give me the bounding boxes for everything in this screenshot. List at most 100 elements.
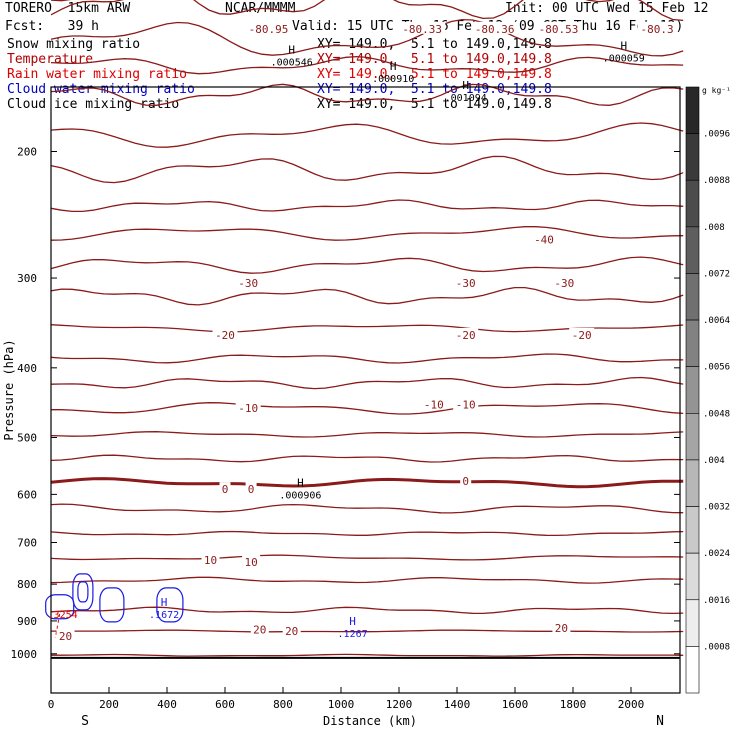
contour-label-bg — [245, 482, 257, 495]
plot-frame — [50, 86, 681, 694]
maximum-value-label: .1672 — [149, 610, 179, 621]
contour-label-bg — [569, 327, 595, 340]
temperature-contour-label: -30 — [456, 277, 476, 290]
temperature-contour-label: -10 — [456, 399, 476, 412]
y-tick-label: 900 — [17, 615, 37, 628]
temperature-contour-line — [50, 606, 684, 615]
contour-label-bg — [460, 474, 472, 487]
contour-label-bg — [453, 327, 479, 340]
colorbar-segment — [685, 459, 700, 507]
temperature-contour-label: -80.36 — [475, 23, 515, 36]
colorbar-segment — [685, 552, 700, 601]
colorbar-tick-label: .0024 — [703, 549, 730, 559]
maximum-value-label: .000546 — [271, 58, 313, 69]
temperature-contour-label: -10 — [424, 399, 444, 412]
x-tick-label: 1400 — [444, 698, 471, 711]
x-tick-label: 2000 — [618, 698, 645, 711]
contour-label-bg — [399, 21, 446, 34]
maximum-marker: H — [620, 40, 627, 53]
temperature-contour-label: -80.53 — [539, 23, 579, 36]
y-tick-label: 400 — [17, 362, 37, 375]
temperature-contour-label: -30 — [238, 277, 258, 290]
legend-rain-label: Rain water mixing ratio — [7, 67, 188, 82]
contour-label-bg — [637, 21, 677, 34]
contour-label-bg — [282, 624, 301, 637]
colorbar-tick-label: .0008 — [703, 642, 730, 652]
contour-label-bg — [551, 276, 577, 289]
cloud-water-contour — [45, 594, 75, 620]
colorbar-tick-label: .004 — [703, 456, 725, 466]
colorbar-segment — [685, 226, 700, 274]
colorbar-segment — [685, 179, 700, 228]
temperature-contour-label: 0 — [248, 483, 255, 496]
colorbar-tick-label: .0032 — [703, 503, 730, 513]
x-tick-label: 1200 — [386, 698, 413, 711]
temperature-contour-label: 0 — [462, 475, 469, 488]
x-tick-label: 200 — [99, 698, 119, 711]
forecast-hour: Fcst: 39 h — [5, 19, 99, 34]
contour-label-bg — [535, 21, 582, 34]
temperature-contour-line — [50, 256, 684, 274]
temperature-contour-label: -30 — [554, 277, 574, 290]
temperature-contour-label: 20 — [285, 625, 298, 638]
colorbar-tick-label: .0064 — [703, 316, 730, 326]
legend-snow-label: Snow mixing ratio — [7, 37, 141, 52]
colorbar-segment — [685, 366, 700, 414]
colorbar-tick-label: .0048 — [703, 409, 730, 419]
contour-label-bg — [531, 232, 557, 245]
temperature-contour-line — [50, 376, 684, 390]
contour-label-bg — [242, 554, 261, 567]
temperature-contour-line — [50, 18, 684, 57]
colorbar-tick-label: .0088 — [703, 176, 730, 186]
contour-label-bg — [421, 397, 447, 410]
temperature-contour-line — [50, 431, 684, 438]
cloud-water-contour — [77, 581, 89, 603]
x-tick-label: 600 — [215, 698, 235, 711]
contour-label-bg — [56, 629, 75, 642]
temperature-contour-label: -20 — [572, 329, 592, 342]
temperature-contour-line — [50, 576, 684, 584]
temperature-contour-line — [50, 554, 684, 561]
temperature-contour-line — [50, 83, 684, 106]
colorbar-segment — [685, 506, 700, 554]
colorbar-tick-label: .0016 — [703, 596, 730, 606]
x-tick-label: 800 — [273, 698, 293, 711]
contour-label-bg — [212, 327, 238, 340]
cloud-water-contour — [72, 573, 94, 611]
maximum-marker: H — [349, 615, 356, 628]
model-title: TORERO 15km ARW — [5, 1, 131, 16]
maximum-value-label: .000059 — [603, 54, 645, 65]
x-end-label-south: S — [81, 714, 89, 729]
temperature-contour-line — [50, 503, 684, 514]
temperature-contour-label: -20 — [215, 329, 235, 342]
colorbar-tick-label: .008 — [703, 223, 725, 233]
temperature-contour-line — [50, 454, 684, 463]
temperature-contour-label: 20 — [253, 623, 266, 636]
colorbar-tick-label: .0072 — [703, 269, 730, 279]
temperature-contour-line — [50, 155, 684, 184]
rain-water-contour — [54, 613, 61, 638]
temperature-contour-label: 20 — [555, 622, 568, 635]
colorbar-segment — [685, 413, 700, 461]
legend-snow-xy: XY= 149.0, 5.1 to 149.0,149.8 — [317, 37, 552, 52]
cloud-water-contour — [99, 587, 125, 623]
contour-label-bg — [471, 21, 518, 34]
contour-label-bg — [245, 21, 292, 34]
contour-label-bg — [552, 620, 571, 633]
colorbar-segment — [685, 86, 700, 134]
contour-label-bg — [250, 622, 269, 635]
temperature-contour-line — [50, 55, 684, 75]
init-time: Init: 00 UTC Wed 15 Feb 12 — [505, 1, 709, 16]
maximum-value-label: .001094 — [445, 93, 487, 104]
x-end-label-north: N — [656, 714, 664, 729]
colorbar-segment — [685, 273, 700, 321]
y-tick-label: 700 — [17, 536, 37, 549]
maximum-marker: H — [161, 596, 168, 609]
maximum-marker: H — [462, 79, 469, 92]
y-tick-label: 200 — [17, 146, 37, 159]
temperature-contour-label: -20 — [456, 329, 476, 342]
temperature-contour-line — [50, 530, 684, 537]
cloud-water-contour — [156, 587, 184, 623]
temperature-contour-label: -80.95 — [249, 23, 289, 36]
x-tick-label: 1800 — [560, 698, 587, 711]
